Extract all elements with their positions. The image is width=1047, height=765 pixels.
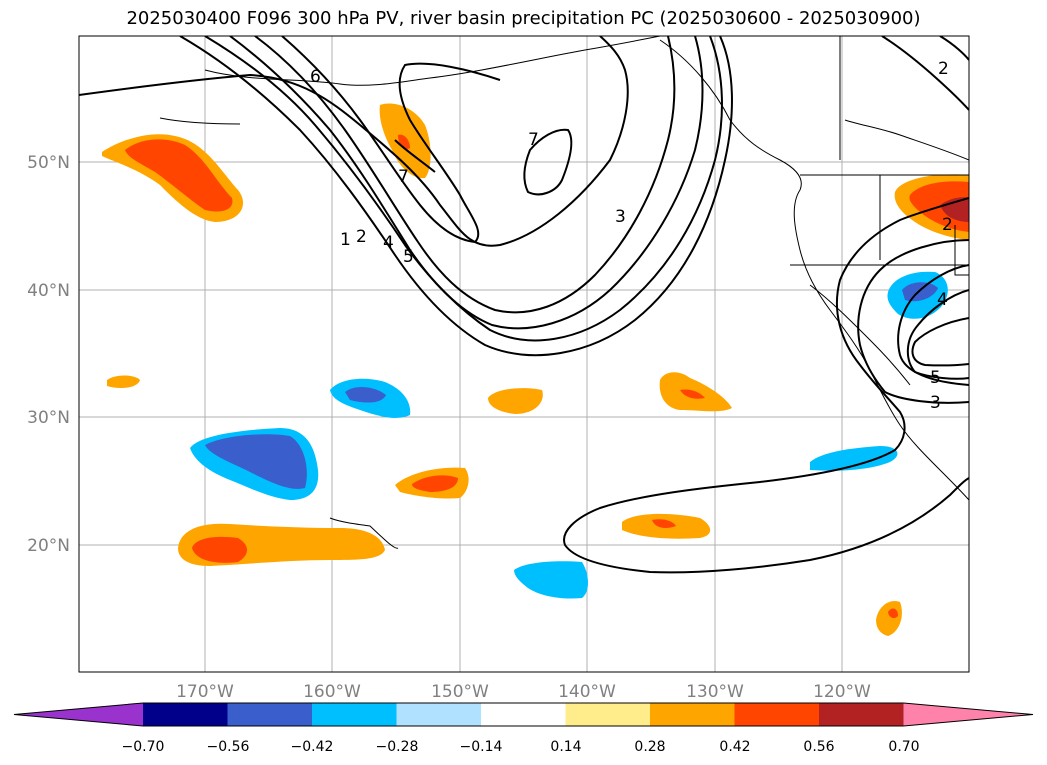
colorbar-tick: −0.70 [122, 739, 165, 755]
colorbar-tick: −0.56 [207, 739, 250, 755]
lon-label: 130°W [686, 682, 744, 702]
colorbar-segment [650, 703, 735, 726]
contour-label: 5 [403, 247, 414, 267]
lon-label: 120°W [813, 682, 871, 702]
colorbar-segment [396, 703, 482, 726]
lat-label: 50°N [27, 153, 70, 173]
contour-label: 1 [340, 230, 351, 250]
pv-contours [79, 36, 969, 574]
colorbar-segment [481, 703, 566, 726]
colorbar-segment [312, 703, 397, 726]
contour-labels: 6 7 7 1 2 4 5 3 2 4 5 3 2 [310, 59, 953, 413]
contour-label: 6 [310, 67, 321, 87]
lon-label: 170°W [176, 682, 234, 702]
contour-label: 4 [937, 290, 948, 310]
anomaly-negative-4 [810, 446, 898, 471]
colorbar-segment [819, 703, 904, 726]
lon-label: 160°W [303, 682, 361, 702]
colorbar-segment [734, 703, 820, 726]
lat-label: 40°N [27, 281, 70, 301]
colorbar-segment [565, 703, 651, 726]
colorbar-segment [227, 703, 313, 726]
colorbar-tick: 0.70 [888, 739, 919, 755]
map-frame [78, 35, 970, 673]
colorbar-tick: 0.56 [803, 739, 834, 755]
lon-label: 150°W [431, 682, 489, 702]
precip-shading [102, 103, 969, 636]
lon-label: 140°W [558, 682, 616, 702]
contour-label: 3 [930, 393, 941, 413]
colorbar-tick: 0.28 [634, 739, 665, 755]
contour-label: 2 [356, 227, 367, 247]
anomaly-positive-1-core [125, 139, 233, 212]
colorbar-tick: 0.42 [719, 739, 750, 755]
contour-label: 5 [930, 368, 941, 388]
colorbar-tick: 0.14 [550, 739, 581, 755]
contour-label: 4 [383, 233, 394, 253]
lat-label: 20°N [27, 536, 70, 556]
colorbar [13, 702, 1034, 727]
colorbar-tick: −0.28 [376, 739, 419, 755]
anomaly-negative-3 [514, 561, 588, 599]
colorbar-tick: −0.42 [291, 739, 334, 755]
colorbar-segment [143, 703, 228, 726]
colorbar-outline [13, 702, 1034, 727]
longitude-labels: 170°W 160°W 150°W 140°W 130°W 120°W [176, 682, 871, 702]
contour-label: 7 [398, 167, 409, 187]
colorbar-extend-high [903, 703, 1033, 726]
latitude-labels: 50°N 40°N 30°N 20°N [27, 153, 70, 556]
lat-label: 30°N [27, 408, 70, 428]
coastlines [159, 36, 969, 549]
map-title: 2025030400 F096 300 hPa PV, river basin … [126, 8, 921, 29]
contour-label: 3 [615, 207, 626, 227]
colorbar-tick: −0.14 [460, 739, 503, 755]
colorbar-tick-labels: −0.70 −0.56 −0.42 −0.28 −0.14 0.14 0.28 … [122, 739, 920, 755]
contour-label: 2 [938, 59, 949, 79]
colorbar-extend-low [14, 703, 143, 726]
contour-label: 7 [528, 130, 539, 150]
contour-label: 2 [942, 215, 953, 235]
